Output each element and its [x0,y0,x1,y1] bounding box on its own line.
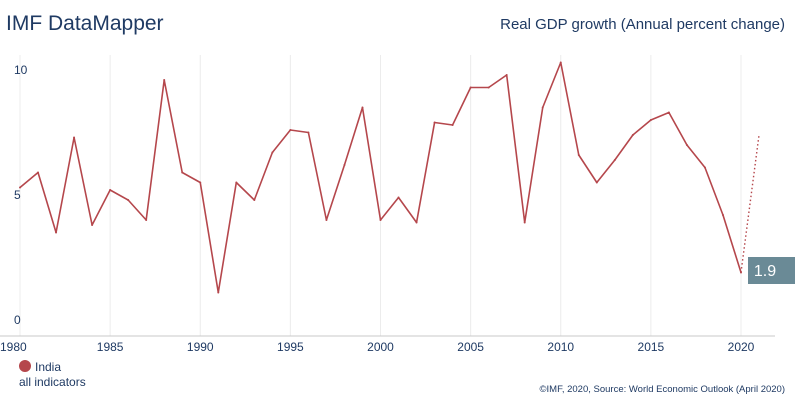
data-point-2007 [505,74,508,76]
projection-line [740,134,760,273]
x-tick-label-2010: 2010 [547,340,574,354]
end-value-label: 1.9 [754,263,776,280]
data-point-1994 [271,151,274,154]
end-value-box [748,257,795,284]
legend-color-dot [19,360,31,372]
indicator-title[interactable]: Real GDP growth (Annual percent change) [500,16,785,33]
data-point-2013 [613,159,616,161]
data-point-2019 [721,214,724,216]
x-tick-label-1980: 1980 [0,340,27,354]
y-tick-label-5: 5 [14,188,21,202]
data-point-1998 [343,164,346,166]
y-tick-label-0: 0 [14,313,21,327]
data-point-1985 [109,189,112,191]
data-point-1982 [55,231,58,234]
x-tick-label-1990: 1990 [187,340,214,354]
data-point-1990 [199,181,202,184]
data-point-2015 [649,119,652,121]
data-point-2011 [577,154,580,156]
x-tick-label-1985: 1985 [97,340,124,354]
data-point-2018 [703,166,706,169]
data-point-2006 [487,86,490,89]
x-tick-label-2020: 2020 [728,340,755,354]
brand-title: IMF DataMapper [6,12,164,35]
data-point-1991 [217,291,220,294]
legend[interactable]: India all indicators [19,360,86,390]
data-point-1988 [163,79,166,81]
data-point-2004 [451,124,454,126]
data-point-2003 [433,121,436,124]
legend-item-india[interactable]: India [19,360,86,375]
x-tick-label-2015: 2015 [638,340,665,354]
data-point-2008 [523,221,526,224]
data-point-1992 [235,181,238,184]
source-credit: ©IMF, 2020, Source: World Economic Outlo… [539,384,785,395]
data-point-2010 [559,61,562,64]
data-point-2009 [541,106,544,109]
data-point-1996 [307,131,310,134]
data-point-2005 [469,86,472,89]
y-tick-label-10: 10 [14,63,28,77]
data-point-2014 [631,134,634,136]
data-point-2012 [595,181,598,184]
data-point-1987 [145,219,148,221]
data-point-1981 [37,171,40,174]
data-point-1983 [73,136,76,139]
data-point-1999 [361,106,364,109]
data-point-2017 [685,144,688,146]
data-point-1989 [181,171,184,174]
x-tick-label-2005: 2005 [457,340,484,354]
data-point-1980 [19,186,21,189]
data-point-2000 [379,219,382,221]
x-tick-label-1995: 1995 [277,340,304,354]
data-point-1986 [127,199,130,201]
legend-country-label: India [35,360,62,374]
data-point-1997 [325,219,328,221]
data-point-2016 [667,111,670,114]
x-tick-label-2000: 2000 [367,340,394,354]
data-point-2001 [397,196,400,199]
legend-subtitle[interactable]: all indicators [19,375,86,389]
data-point-1984 [91,224,94,226]
data-point-1993 [253,199,256,201]
data-point-2002 [415,221,418,224]
data-point-1995 [289,129,292,131]
